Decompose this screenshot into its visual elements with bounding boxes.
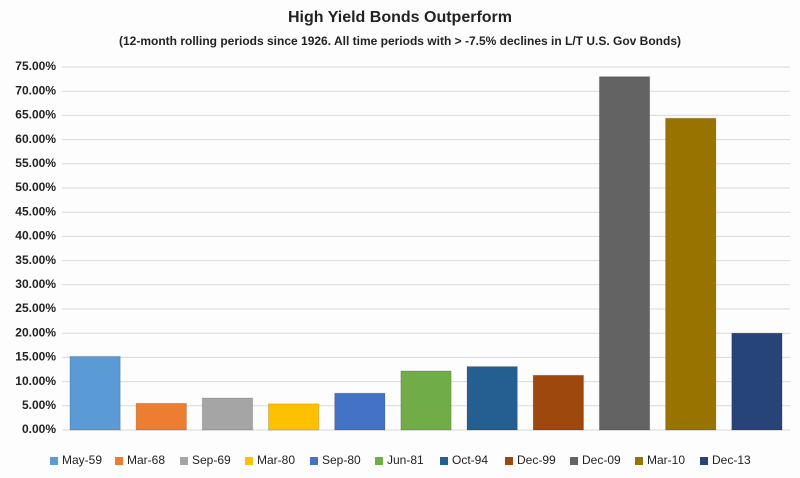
legend-label: Dec-09	[582, 453, 621, 467]
bar	[532, 374, 585, 431]
legend-label: Sep-80	[322, 453, 361, 467]
y-tick-label: 75.00%	[15, 59, 56, 73]
legend-label: Oct-94	[452, 453, 488, 467]
legend-swatch	[440, 457, 448, 465]
y-tick-label: 0.00%	[22, 422, 56, 436]
legend-label: Dec-13	[712, 453, 751, 467]
y-tick-label: 20.00%	[15, 325, 56, 339]
chart-subtitle: (12-month rolling periods since 1926. Al…	[119, 34, 681, 48]
legend-swatch	[375, 457, 383, 465]
legend-swatch	[310, 457, 318, 465]
bar	[665, 117, 717, 431]
legend-swatch	[505, 457, 513, 465]
bar	[466, 366, 518, 431]
y-tick-label: 15.00%	[15, 350, 56, 364]
y-tick-label: 45.00%	[15, 204, 56, 218]
legend-swatch	[700, 457, 708, 465]
bar	[201, 397, 254, 431]
chart-title: High Yield Bonds Outperform	[288, 9, 512, 26]
legend-label: May-59	[62, 453, 102, 467]
y-tick-label: 25.00%	[15, 301, 56, 315]
legend-swatch	[245, 457, 253, 465]
y-tick-label: 65.00%	[15, 108, 56, 122]
y-tick-label: 35.00%	[15, 253, 56, 267]
bar	[598, 76, 651, 431]
legend-label: Dec-99	[517, 453, 556, 467]
bar	[334, 392, 386, 431]
y-tick-label: 60.00%	[15, 132, 56, 146]
legend-label: Sep-69	[192, 453, 231, 467]
legend-label: Mar-80	[257, 453, 295, 467]
legend-label: Mar-10	[647, 453, 685, 467]
y-tick-label: 55.00%	[15, 156, 56, 170]
y-tick-label: 70.00%	[15, 83, 56, 97]
y-tick-label: 10.00%	[15, 374, 56, 388]
bar	[400, 370, 452, 431]
bar	[267, 403, 320, 431]
y-tick-label: 50.00%	[15, 180, 56, 194]
legend-swatch	[115, 457, 123, 465]
legend-label: Jun-81	[387, 453, 424, 467]
bar	[731, 332, 783, 431]
legend-swatch	[635, 457, 643, 465]
y-tick-label: 30.00%	[15, 277, 56, 291]
y-tick-label: 40.00%	[15, 229, 56, 243]
legend-label: Mar-68	[127, 453, 165, 467]
legend-swatch	[50, 457, 58, 465]
bar	[69, 355, 121, 431]
bar	[135, 402, 187, 431]
legend-swatch	[570, 457, 578, 465]
legend-swatch	[180, 457, 188, 465]
y-tick-label: 5.00%	[22, 398, 56, 412]
